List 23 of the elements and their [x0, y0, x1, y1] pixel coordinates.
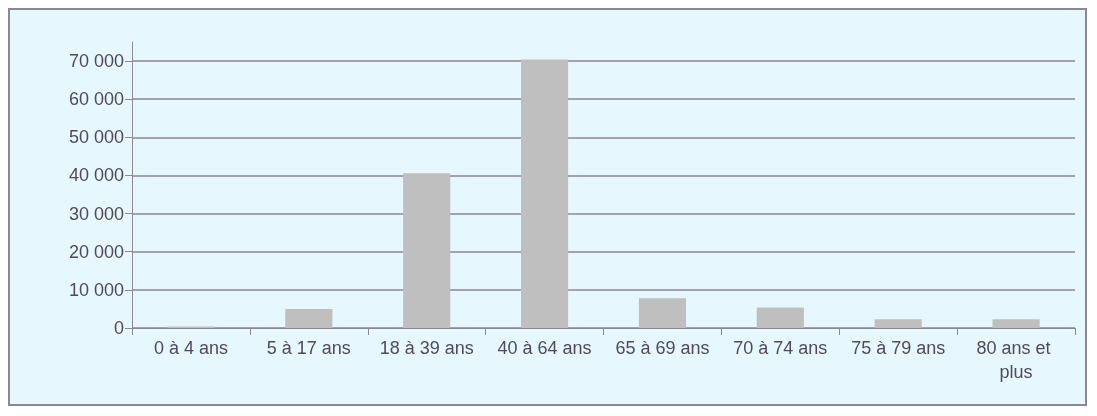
x-tick-label: 70 à 74 ans	[733, 338, 828, 358]
x-tick-label: 18 à 39 ans	[379, 338, 474, 358]
bar	[992, 319, 1040, 328]
y-tick-label: 30 000	[68, 203, 124, 224]
y-tick-label: 60 000	[68, 89, 124, 110]
y-tick-label: 70 000	[68, 51, 124, 72]
x-tick-label: 65 à 69 ans	[615, 338, 710, 358]
x-tick-label: 0 à 4 ans	[153, 338, 228, 358]
x-tick-label: 75 à 79 ans	[851, 338, 946, 358]
y-tick-label: 10 000	[68, 279, 124, 300]
bar	[756, 307, 804, 328]
y-tick-label: 20 000	[68, 241, 124, 262]
y-tick-label: 50 000	[68, 127, 124, 148]
y-tick-label: 40 000	[68, 165, 124, 186]
bar	[874, 319, 922, 328]
bar	[403, 173, 451, 328]
x-tick-label: 40 à 64 ans	[497, 338, 592, 358]
x-tick-label: 80 ans et plus	[976, 338, 1056, 382]
bar	[638, 298, 687, 328]
x-tick-label: 5 à 17 ans	[266, 338, 351, 358]
bar	[285, 308, 333, 328]
y-tick-label: 0	[113, 318, 124, 338]
bar	[520, 59, 569, 328]
